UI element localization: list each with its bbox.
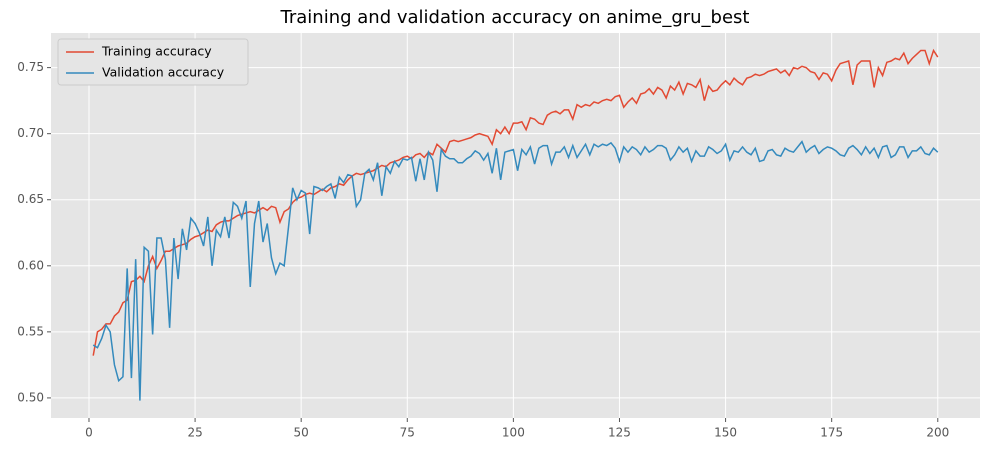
x-tick-label: 175: [820, 426, 843, 440]
series-line: [92, 140, 939, 401]
x-tick-label: 50: [294, 426, 309, 440]
chart-title: Training and validation accuracy on anim…: [280, 7, 750, 28]
legend-label: Training accuracy: [101, 44, 212, 59]
x-tick-label: 0: [85, 426, 93, 440]
y-tick-label: 0.55: [17, 324, 44, 338]
series-line: [92, 48, 939, 356]
x-tick-label: 125: [608, 426, 631, 440]
y-tick-label: 0.65: [17, 192, 44, 206]
y-tick-label: 0.75: [17, 60, 44, 74]
y-tick-label: 0.60: [17, 258, 44, 272]
x-tick-label: 75: [400, 426, 415, 440]
x-tick-label: 25: [187, 426, 202, 440]
legend-box: [57, 38, 249, 86]
y-tick-label: 0.50: [17, 390, 44, 404]
x-tick-label: 150: [714, 426, 737, 440]
legend-label: Validation accuracy: [102, 65, 225, 80]
x-tick-label: 200: [926, 426, 949, 440]
y-tick-label: 0.70: [17, 126, 44, 140]
x-tick-label: 100: [502, 426, 525, 440]
